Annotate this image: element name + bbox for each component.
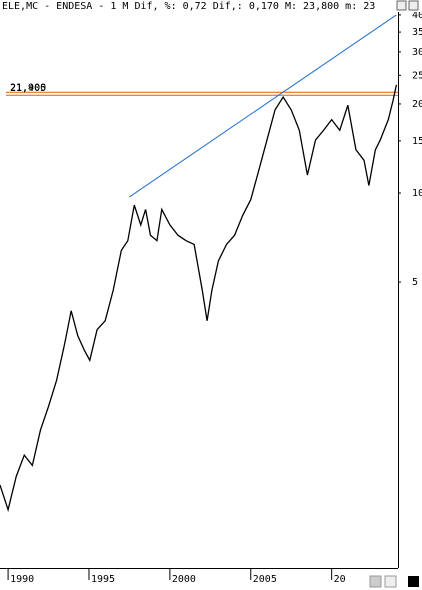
x-tick-label: 2005	[253, 574, 277, 585]
color-box[interactable]	[408, 576, 419, 587]
price-line	[0, 84, 398, 513]
save-icon[interactable]	[369, 575, 382, 588]
y-tick-label: 10	[412, 188, 422, 199]
horizontal-line-label: 21,900	[10, 82, 46, 93]
trendline	[129, 14, 397, 198]
title-bar	[0, 0, 422, 12]
horizontal-line-label: 21,405	[10, 83, 46, 94]
y-tick-label: 15	[412, 136, 422, 147]
x-tick-label: 20	[334, 574, 346, 585]
restore-button[interactable]	[396, 0, 407, 11]
y-tick-label: 40	[412, 10, 422, 21]
chart-title: ELE,MC - ENDESA - 1 M Dif, %: 0,72 Dif,:…	[2, 1, 375, 12]
y-tick-label: 25	[412, 70, 422, 81]
y-tick-label: 35	[412, 27, 422, 38]
y-tick-label: 5	[412, 277, 418, 288]
y-tick-label: 30	[412, 47, 422, 58]
y-tick-label: 20	[412, 99, 422, 110]
x-tick-label: 1990	[10, 574, 34, 585]
pin-icon[interactable]	[384, 575, 397, 588]
x-tick-label: 2000	[172, 574, 196, 585]
close-button[interactable]	[408, 0, 419, 11]
x-tick-label: 1995	[91, 574, 115, 585]
